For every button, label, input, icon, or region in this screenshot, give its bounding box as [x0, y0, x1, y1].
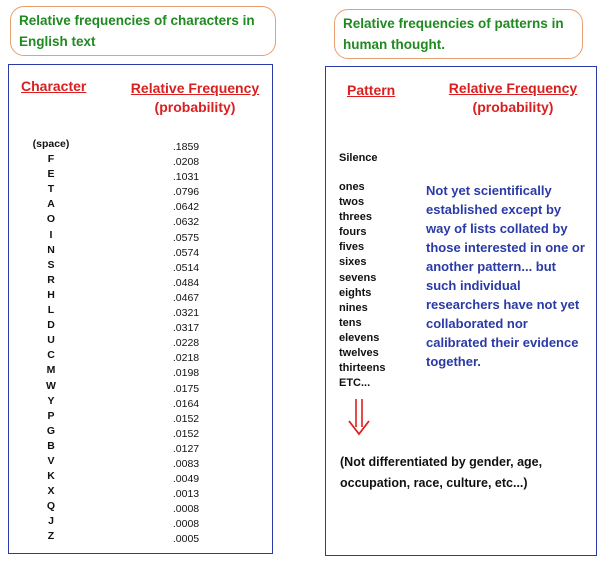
frequency-list: .1859 .0208 .1031 .0796 .0642 .0632 .0575 .0574…	[161, 140, 211, 548]
pattern-item: ones	[339, 181, 365, 193]
character-item: R	[47, 273, 55, 286]
frequency-item: .0642	[172, 201, 200, 214]
silence-label: Silence	[339, 152, 378, 164]
pattern-item: tens	[339, 316, 362, 329]
down-arrow-icon	[346, 397, 372, 437]
pattern-item: twelves	[339, 347, 379, 360]
character-item: N	[47, 243, 55, 256]
frequency-item: .0013	[172, 488, 200, 501]
frequency-item: .1859	[172, 141, 200, 153]
frequency-item: .0228	[172, 337, 200, 350]
frequency-item: .0049	[172, 473, 200, 486]
frequency-item: .0152	[172, 427, 200, 440]
pattern-list: ones twos threes fours fives sixes sevens eight…	[339, 180, 385, 391]
character-item: L	[47, 304, 55, 317]
callout-characters: Relative frequencies of characters in En…	[10, 6, 276, 56]
frequency-item: .0152	[172, 412, 200, 425]
header-relative-frequency-right: Relative Frequency (probability)	[438, 79, 588, 117]
header-relative-frequency: Relative Frequency (probability)	[125, 79, 265, 117]
character-item: V	[47, 454, 55, 467]
character-item: O	[46, 213, 56, 226]
footer-note: (Not differentiated by gender, age, occu…	[340, 455, 543, 490]
frequency-item: .0008	[172, 518, 200, 531]
character-item: U	[47, 334, 55, 347]
frequency-item: .0083	[172, 457, 200, 470]
header-freq-line1-right: Relative Frequency	[448, 80, 578, 96]
pattern-item: eights	[339, 286, 372, 299]
header-freq-line2: (probability)	[154, 99, 236, 115]
frequency-item: .0632	[172, 216, 200, 229]
pattern-item: twos	[339, 196, 365, 209]
character-item: (space)	[32, 138, 70, 150]
frequency-item: .0198	[172, 367, 200, 380]
character-item: H	[47, 288, 55, 301]
character-item: A	[47, 198, 55, 211]
pattern-item: ETC...	[339, 377, 371, 390]
character-item: W	[46, 379, 56, 392]
character-item: X	[47, 485, 55, 498]
pattern-item: sevens	[339, 271, 377, 284]
frequency-item: .0514	[172, 261, 200, 274]
frequency-item: .0575	[172, 231, 200, 244]
character-item: F	[47, 153, 55, 166]
character-item: S	[47, 258, 55, 271]
character-item: Q	[46, 500, 56, 513]
character-item: Z	[47, 530, 55, 543]
character-item: E	[47, 168, 55, 181]
frequency-item: .0208	[172, 156, 200, 169]
character-frequency-panel: Character Relative Frequency (probabilit…	[8, 64, 273, 554]
character-item: M	[46, 364, 56, 377]
frequency-item: .0008	[172, 503, 200, 516]
character-item: I	[49, 228, 53, 241]
frequency-item: .0127	[172, 442, 200, 455]
not-established-note: Not yet scientifically established excep…	[426, 183, 585, 369]
pattern-item: thirteens	[339, 362, 386, 375]
character-item: D	[47, 319, 55, 332]
header-freq-line1: Relative Frequency	[130, 80, 260, 96]
frequency-item: .1031	[172, 171, 200, 184]
callout-characters-text: Relative frequencies of characters in En…	[19, 13, 255, 49]
frequency-item: .0317	[172, 322, 200, 335]
header-pattern: Pattern	[347, 82, 396, 98]
pattern-item: nines	[339, 301, 368, 314]
frequency-item: .0321	[172, 307, 200, 320]
frequency-item: .0484	[172, 276, 200, 289]
pattern-item: elevens	[339, 331, 380, 344]
pattern-item: fours	[339, 226, 367, 239]
frequency-item: .0005	[172, 533, 200, 546]
header-character: Character	[21, 78, 87, 94]
callout-patterns: Relative frequencies of patterns in huma…	[334, 9, 583, 59]
character-item: K	[47, 470, 55, 483]
frequency-item: .0175	[172, 382, 200, 395]
header-freq-line2-right: (probability)	[472, 99, 554, 115]
callout-patterns-text: Relative frequencies of patterns in huma…	[343, 16, 564, 52]
pattern-item: sixes	[339, 256, 367, 269]
character-item: G	[46, 424, 56, 437]
frequency-item: .0467	[172, 291, 200, 304]
frequency-item: .0574	[172, 246, 200, 259]
character-item: B	[47, 439, 55, 452]
pattern-frequency-panel: Pattern Relative Frequency (probability)…	[325, 66, 597, 556]
pattern-item: threes	[339, 211, 373, 224]
frequency-item: .0164	[172, 397, 200, 410]
character-list: (space) F E T A O I N S R H L D U C M W Y P G B V K X Q J Z	[23, 137, 79, 545]
character-item: J	[48, 515, 54, 528]
character-item: T	[47, 183, 55, 196]
frequency-item: .0218	[172, 352, 200, 365]
character-item: Y	[47, 394, 55, 407]
frequency-item: .0796	[172, 186, 200, 199]
character-item: P	[47, 409, 55, 422]
pattern-item: fives	[339, 241, 365, 254]
character-item: C	[47, 349, 55, 362]
